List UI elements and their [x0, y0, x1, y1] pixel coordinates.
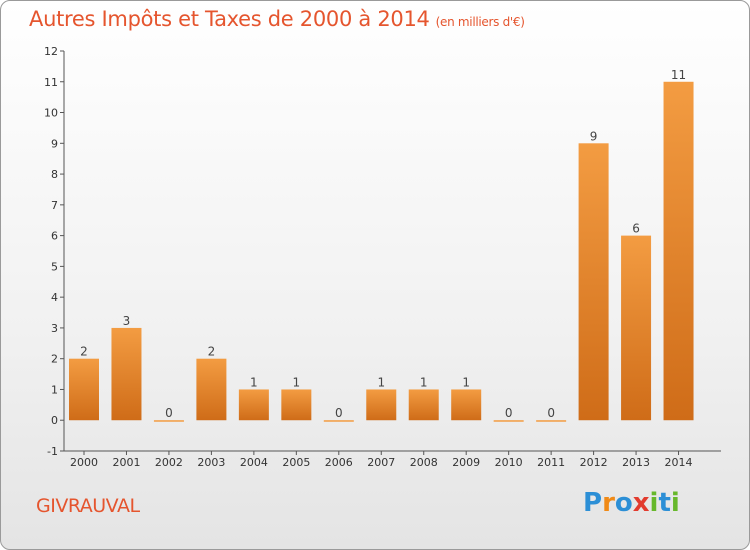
bar-value-label: 11 — [671, 68, 686, 82]
bar-2003 — [196, 358, 227, 421]
y-tick-label: 4 — [51, 291, 58, 304]
logo-letter: t — [658, 488, 671, 518]
commune-name: GIVRAUVAL — [36, 495, 140, 517]
y-tick-label: 7 — [51, 199, 58, 212]
bar-value-label: 1 — [420, 375, 428, 389]
bar-2009 — [451, 389, 482, 421]
bar-value-label: 0 — [505, 406, 513, 420]
bar-value-label: 3 — [123, 314, 131, 328]
x-tick-label: 2012 — [580, 456, 608, 469]
y-tick-label: 6 — [51, 230, 58, 243]
bar-value-label: 0 — [335, 406, 343, 420]
x-tick-label: 2014 — [665, 456, 693, 469]
x-tick-label: 2011 — [537, 456, 565, 469]
title-text: Autres Impôts et Taxes de 2000 à 2014 — [29, 7, 430, 31]
x-tick-label: 2003 — [197, 456, 225, 469]
x-tick-label: 2008 — [410, 456, 438, 469]
y-tick-label: 0 — [51, 414, 58, 427]
y-tick-label: -1 — [47, 445, 58, 458]
bar-2013 — [621, 235, 652, 421]
y-tick-label: 12 — [44, 45, 58, 58]
bar-2002 — [153, 420, 184, 422]
bar-value-label: 6 — [632, 222, 640, 236]
x-tick-label: 2007 — [367, 456, 395, 469]
x-tick-label: 2010 — [495, 456, 523, 469]
bar-2004 — [238, 389, 269, 421]
y-tick-label: 1 — [51, 383, 58, 396]
y-tick-label: 10 — [44, 107, 58, 120]
logo-letter: P — [583, 488, 603, 518]
y-tick-label: 3 — [51, 322, 58, 335]
bar-2000 — [69, 358, 99, 421]
bar-value-label: 2 — [80, 345, 88, 359]
bar-value-label: 2 — [208, 345, 216, 359]
logo-letter: x — [632, 488, 650, 518]
x-tick-label: 2009 — [452, 456, 480, 469]
bar-2001 — [111, 327, 142, 421]
chart-title: Autres Impôts et Taxes de 2000 à 2014 (en… — [29, 7, 525, 31]
x-tick-label: 2002 — [155, 456, 183, 469]
y-tick-label: 9 — [51, 137, 58, 150]
logo-letter: i — [649, 488, 659, 518]
bar-2007 — [366, 389, 397, 421]
y-tick-label: 11 — [44, 76, 58, 89]
bar-2006 — [323, 420, 354, 422]
bar-2014 — [663, 81, 694, 421]
bar-value-label: 1 — [293, 375, 301, 389]
y-tick-label: 2 — [51, 353, 58, 366]
x-tick-label: 2006 — [325, 456, 353, 469]
title-unit: (en milliers d'€) — [435, 15, 525, 29]
bar-value-label: 1 — [462, 375, 470, 389]
x-tick-label: 2004 — [240, 456, 268, 469]
proxiti-logo: Proxiti — [583, 488, 680, 518]
bar-2008 — [408, 389, 439, 421]
y-tick-label: 8 — [51, 168, 58, 181]
bar-2012 — [578, 143, 609, 421]
bar-2010 — [493, 420, 524, 422]
y-tick-label: 5 — [51, 260, 58, 273]
bar-value-label: 0 — [165, 406, 173, 420]
logo-letter: r — [602, 488, 615, 518]
bar-2011 — [536, 420, 567, 422]
logo-letter: o — [614, 488, 633, 518]
logo-letter: i — [670, 488, 680, 518]
x-tick-label: 2001 — [112, 456, 140, 469]
x-tick-label: 2000 — [70, 456, 98, 469]
x-tick-label: 2013 — [622, 456, 650, 469]
x-tick-label: 2005 — [282, 456, 310, 469]
bar-value-label: 9 — [590, 129, 598, 143]
bar-value-label: 1 — [250, 375, 258, 389]
bar-value-label: 0 — [547, 406, 555, 420]
bar-value-label: 1 — [377, 375, 385, 389]
bar-2005 — [281, 389, 312, 421]
